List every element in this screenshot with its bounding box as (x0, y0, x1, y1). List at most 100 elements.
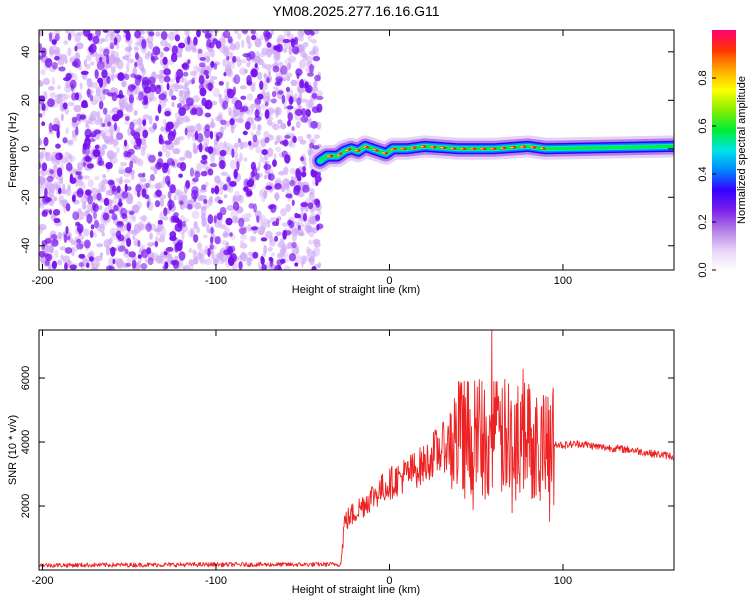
noise-speckle (77, 234, 85, 241)
noise-speckle (263, 72, 267, 79)
noise-speckle (268, 71, 272, 76)
noise-speckle (155, 31, 161, 37)
noise-speckle (109, 135, 114, 146)
noise-speckle (242, 130, 248, 136)
noise-speckle (241, 105, 249, 112)
noise-speckle (241, 30, 249, 35)
y-tick-label: 0 (20, 146, 32, 152)
signal-ridge (309, 135, 674, 172)
noise-speckle (194, 201, 202, 210)
noise-speckle (296, 97, 302, 106)
noise-speckle (192, 177, 199, 183)
noise-speckle (48, 48, 54, 58)
noise-speckle (41, 121, 46, 127)
noise-speckle (126, 186, 132, 191)
noise-speckle (155, 189, 162, 197)
noise-speckle (69, 155, 76, 162)
noise-speckle (277, 241, 285, 248)
noise-speckle (277, 252, 284, 259)
noise-speckle (104, 34, 109, 43)
colorbar-axis: 0.0 0.2 0.4 0.6 0.8 (697, 70, 716, 278)
noise-speckle (287, 219, 293, 226)
noise-speckle (295, 245, 300, 255)
y-tick-label: -40 (20, 238, 32, 254)
noise-speckle (124, 248, 129, 255)
noise-speckle (298, 90, 303, 100)
noise-speckle (234, 41, 241, 51)
colorbar-tick-label: 0.8 (697, 70, 709, 85)
noise-speckle (238, 217, 245, 228)
noise-speckle (252, 123, 256, 131)
noise-speckle (229, 245, 236, 253)
noise-speckle (99, 46, 103, 55)
noise-speckle (157, 104, 162, 114)
noise-speckle (116, 109, 124, 119)
noise-speckle (257, 161, 261, 168)
noise-speckle (172, 128, 177, 138)
noise-speckle (62, 102, 68, 110)
noise-speckle (157, 151, 163, 157)
noise-speckle (250, 131, 254, 137)
noise-speckle (274, 183, 282, 190)
noise-speckle (160, 126, 165, 132)
noise-speckle (137, 117, 144, 125)
noise-speckle (188, 259, 195, 267)
snr-frame (38, 329, 675, 571)
snr-series-line (39, 330, 674, 568)
noise-speckle (86, 88, 91, 98)
noise-speckle (149, 83, 157, 93)
noise-speckle (39, 42, 43, 53)
noise-speckle (106, 150, 115, 160)
noise-speckle (50, 233, 58, 240)
noise-speckle (76, 113, 82, 122)
noise-speckle (298, 36, 304, 42)
noise-speckle (97, 160, 105, 166)
noise-speckle (42, 77, 51, 86)
noise-speckle (285, 86, 291, 93)
noise-speckle (87, 32, 93, 41)
noise-speckle (62, 76, 71, 82)
noise-speckle (266, 220, 271, 228)
noise-speckle (49, 92, 56, 98)
noise-speckle (163, 46, 170, 52)
noise-speckle (64, 262, 68, 270)
noise-speckle (250, 34, 257, 41)
noise-speckle (315, 47, 319, 57)
noise-speckle (96, 192, 102, 201)
noise-speckle (43, 136, 49, 147)
noise-speckle (139, 216, 147, 221)
noise-speckle (88, 256, 94, 262)
noise-speckle (212, 257, 219, 267)
noise-speckle (123, 139, 128, 147)
noise-speckle (230, 124, 235, 134)
noise-speckle (244, 212, 252, 218)
noise-speckle (201, 184, 207, 191)
noise-speckle (275, 135, 281, 144)
noise-speckle (63, 40, 69, 45)
noise-speckle (257, 71, 263, 81)
noise-speckle (158, 74, 166, 84)
noise-speckle (236, 194, 243, 201)
noise-speckle (196, 144, 202, 150)
noise-speckle (297, 30, 305, 38)
noise-speckle (43, 252, 50, 257)
noise-speckle (163, 207, 168, 217)
noise-speckle (227, 35, 233, 44)
noise-speckle (270, 252, 276, 257)
noise-speckle (184, 127, 188, 136)
noise-speckle (77, 208, 82, 214)
noise-speckle (69, 264, 77, 270)
noise-speckle (124, 101, 129, 111)
noise-speckle (65, 225, 69, 235)
noise-speckle (291, 241, 297, 249)
noise-speckle (204, 112, 212, 118)
colorbar-tick-label: 0.4 (697, 166, 709, 181)
noise-speckle (69, 79, 77, 89)
noise-speckle (141, 76, 149, 87)
noise-speckle (248, 140, 252, 146)
noise-speckle (191, 95, 200, 103)
noise-speckle (109, 42, 115, 50)
noise-speckle (280, 185, 286, 193)
noise-speckle (204, 101, 209, 109)
noise-speckle (75, 126, 79, 136)
